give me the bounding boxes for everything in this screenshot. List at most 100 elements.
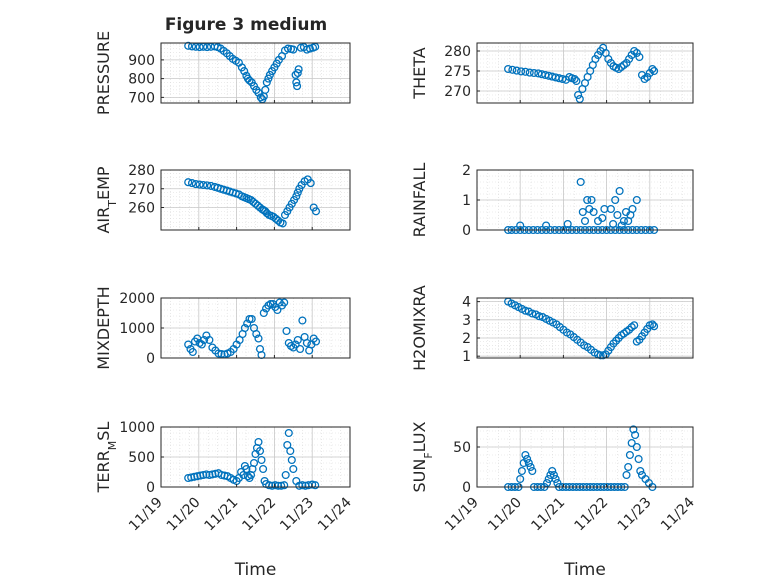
data-point [578,207,587,217]
data-point [517,67,526,76]
data-point [615,186,624,196]
x-tick-label: 11/21 [202,495,242,535]
data-point [548,466,557,476]
y-tick-label: 2000 [119,291,155,307]
y-tick-label: 1 [462,349,471,365]
y-axis-label: TERRMSL [94,422,119,494]
data-point [606,204,615,214]
data-point [508,65,517,74]
data-point [282,326,291,336]
y-axis-label: MIXDEPTH [94,286,113,369]
data-point [613,210,622,220]
y-axis-label: THETA [410,47,429,99]
data-point [254,334,263,343]
data-point [596,351,605,360]
figure-title: Figure 3 medium [165,15,327,35]
data-point [617,221,626,230]
data-point [268,481,277,490]
data-point [650,322,659,331]
data-point [632,442,641,452]
x-axis-label: Time [563,560,606,580]
data-point [574,90,583,100]
x-tick-label: 11/23 [615,495,655,535]
data-point [622,470,631,480]
data-point [302,338,311,348]
data-point [637,70,647,80]
data-point [622,58,631,68]
data-point [627,438,636,448]
data-point [203,181,212,190]
y-tick-label: 1 [462,193,471,209]
data-point [298,316,307,325]
data-point [627,50,636,60]
data-point [516,474,525,484]
data-point [648,320,657,329]
data-point [243,319,252,328]
y-tick-label: 800 [128,72,155,88]
y-axis-label: H2OMIXRA [410,285,429,371]
data-point [280,298,289,307]
data-point [576,177,585,187]
data-point [521,306,530,315]
data-point [254,437,263,447]
y-axis-label: AIRTEMP [94,166,119,233]
data-point [202,470,211,479]
data-point [645,68,654,78]
y-tick-label: 3 [462,313,471,329]
data-point [203,43,212,52]
data-point [589,207,598,217]
panel-rainfall: 0 1 2 RAINFALL [410,163,694,239]
y-axis-label: SUNFLUX [410,421,435,492]
data-point [273,305,282,315]
data-point [575,94,584,104]
data-point [199,180,208,190]
data-point [624,462,633,472]
data-point [199,470,208,480]
data-point [521,67,530,76]
x-tick-label: 11/23 [277,495,317,535]
data-point [249,458,259,468]
panel-theta: 270 275 280 THETA [410,42,694,104]
data-point [265,481,274,490]
data-point [529,68,539,78]
data-point [264,74,273,83]
data-point [630,321,639,330]
data-point [262,78,271,87]
data-point [604,54,613,64]
data-point [634,454,643,464]
y-tick-label: 500 [128,450,155,466]
data-point [284,428,293,438]
data-point [306,179,315,188]
data-point [259,464,268,474]
data-point [291,340,300,349]
data-point [648,64,657,74]
data-point [187,179,197,188]
axes-box [476,297,694,359]
data-point [184,178,193,187]
data-point [643,72,652,82]
data-point [293,82,302,91]
data-point [535,312,544,321]
data-point [188,347,197,357]
data-point [195,180,204,189]
x-tick-label: 11/20 [485,495,525,535]
data-point [619,216,628,226]
y-tick-label: 280 [444,44,471,60]
data-point [504,64,513,74]
data-point [609,219,618,229]
data-point [242,464,251,474]
data-point [257,455,266,465]
data-point [546,470,555,480]
y-tick-label: 0 [462,223,471,239]
data-point [184,41,193,50]
data-point [278,219,287,228]
data-point [289,464,298,474]
y-axis-label: RAINFALL [410,163,429,238]
data-point [293,68,302,78]
x-tick-label: 11/19 [126,495,166,535]
data-point [195,43,204,52]
y-tick-label: 50 [453,440,471,456]
